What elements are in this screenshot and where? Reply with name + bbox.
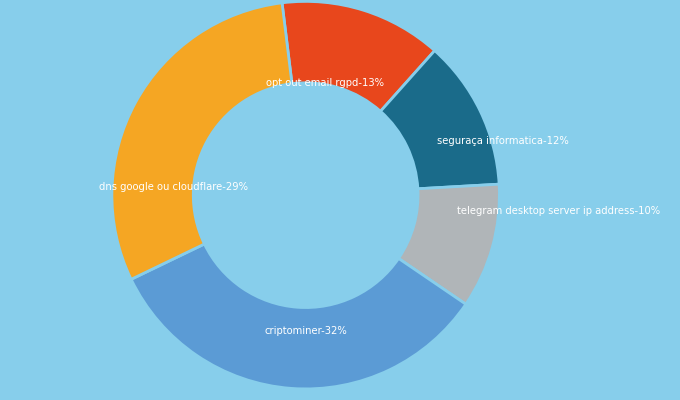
- Wedge shape: [131, 244, 466, 389]
- Wedge shape: [398, 184, 499, 304]
- Text: opt out email rgpd-13%: opt out email rgpd-13%: [266, 78, 384, 88]
- Text: criptominer-32%: criptominer-32%: [265, 326, 347, 336]
- Wedge shape: [112, 3, 292, 279]
- Wedge shape: [381, 50, 499, 189]
- Text: telegram desktop server ip address-10%: telegram desktop server ip address-10%: [457, 206, 660, 216]
- Text: seguraça informatica-12%: seguraça informatica-12%: [437, 136, 569, 146]
- Text: dns google ou cloudflare-29%: dns google ou cloudflare-29%: [99, 182, 248, 192]
- Wedge shape: [282, 1, 435, 111]
